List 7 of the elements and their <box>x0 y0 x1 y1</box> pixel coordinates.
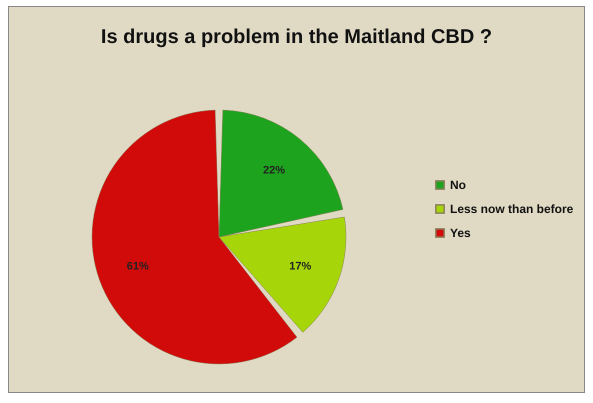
data-label: 61% <box>126 260 149 272</box>
data-label: 17% <box>289 260 312 272</box>
legend-label: Yes <box>450 226 472 240</box>
data-label: 22% <box>263 164 286 176</box>
legend-label: No <box>450 178 466 192</box>
legend-label: Less now than before <box>450 202 574 216</box>
chart-title: Is drugs a problem in the Maitland CBD ? <box>100 26 492 48</box>
